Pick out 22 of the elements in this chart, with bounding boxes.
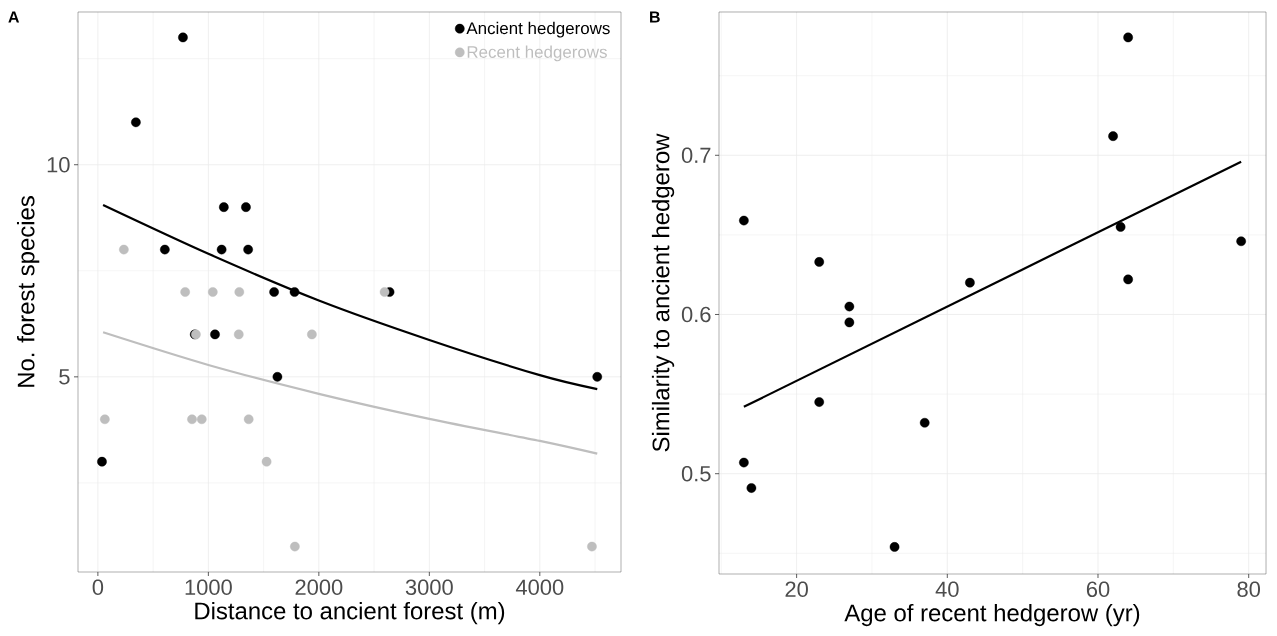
- x-axis-title: Distance to ancient forest (m): [195, 601, 505, 625]
- chart-title: B: [650, 11, 660, 23]
- x-tick-label: 3000: [405, 579, 453, 596]
- x-tick-label: 40: [935, 581, 959, 598]
- legend-label: Ancient hedgerows: [466, 21, 610, 38]
- x-tick-label: 20: [785, 581, 808, 598]
- x-tick-label: 2000: [295, 579, 343, 596]
- y-tick-label: 10: [47, 156, 70, 173]
- x-tick-label: 4000: [515, 579, 564, 596]
- y-axis-title: No. forest species: [16, 196, 40, 387]
- x-tick-label: 1000: [185, 579, 232, 596]
- y-tick-label: 0.6: [681, 306, 711, 323]
- chart-title: A: [8, 11, 20, 23]
- y-tick-label: 0.7: [681, 147, 711, 164]
- legend-label: Recent hedgerows: [467, 45, 607, 62]
- x-tick-label: 0: [92, 579, 104, 596]
- x-axis-title: Age of recent hedgerow (yr): [844, 603, 1140, 627]
- x-tick-label: 60: [1086, 581, 1110, 598]
- x-tick-label: 80: [1237, 581, 1261, 598]
- y-tick-label: 5: [59, 369, 70, 385]
- y-axis-title: Similarity to ancient hedgerow: [651, 133, 675, 452]
- y-tick-label: 0.5: [681, 465, 711, 482]
